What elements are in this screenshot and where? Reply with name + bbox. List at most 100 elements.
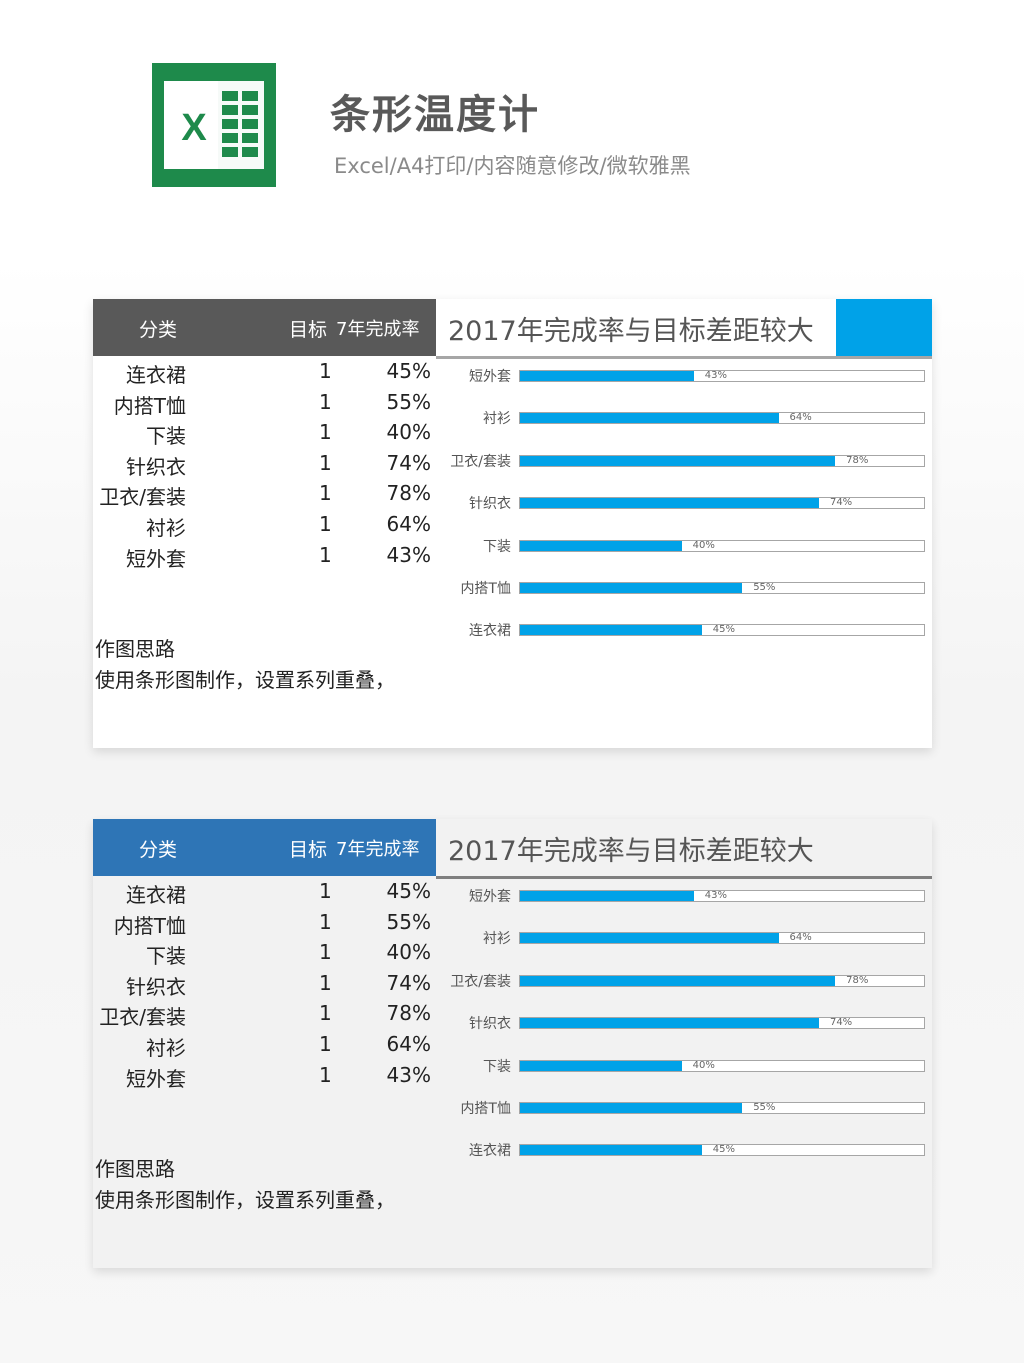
cell-target: 1	[319, 1031, 332, 1056]
bar-chart: 短外套 43% 衬衫 64% 卫衣/套装 78% 针织衣 74% 下装 40% 内搭T恤 55% 连衣裙…	[438, 885, 932, 1185]
cell-category: 下装	[146, 424, 186, 449]
bar-target-track: 78%	[519, 454, 925, 467]
cell-rate: 74%	[386, 970, 431, 995]
bar-value-fill	[520, 455, 836, 466]
table-row: 短外套 1 43%	[93, 1061, 436, 1092]
cell-target: 1	[319, 909, 332, 934]
cell-target: 1	[319, 1001, 332, 1026]
table-row: 内搭T恤 1 55%	[93, 908, 436, 939]
title-rule	[436, 876, 932, 879]
bar-category-label: 针织衣	[469, 1016, 511, 1033]
note-title: 作图思路	[95, 1157, 175, 1181]
cell-target: 1	[319, 970, 332, 995]
cell-target: 1	[319, 359, 332, 383]
bar-category-label: 卫衣/套装	[450, 973, 511, 990]
bar-row: 连衣裙 45%	[438, 619, 932, 639]
bar-target-track: 55%	[519, 582, 925, 594]
cell-category: 连衣裙	[126, 363, 186, 387]
bar-row: 下装 40%	[438, 535, 932, 555]
cell-category: 内搭T恤	[113, 913, 186, 938]
bar-value-fill	[520, 371, 694, 381]
sheet-card-blue: 分类 目标 7年完成率 2017年完成率与目标差距较大 连衣裙 1 45% 内搭T恤…	[93, 819, 932, 1268]
bar-category-label: 内搭T恤	[460, 1101, 511, 1117]
bar-category-label: 针织衣	[469, 496, 511, 513]
bar-row: 卫衣/套装 78%	[438, 450, 932, 470]
sheet-card-gray: 分类 目标 7年完成率 2017年完成率与目标差距较大 连衣裙 1 45% 内搭T恤…	[93, 299, 932, 748]
table-row: 内搭T恤 1 55%	[93, 388, 436, 419]
bar-row: 衬衫 64%	[438, 927, 932, 947]
bar-category-label: 衬衫	[483, 931, 511, 948]
cell-rate: 78%	[386, 481, 431, 506]
bar-data-label: 74%	[829, 497, 853, 509]
cell-category: 连衣裙	[126, 883, 186, 907]
bar-value-fill	[520, 1060, 682, 1071]
bar-category-label: 连衣裙	[469, 1143, 511, 1160]
bar-data-label: 55%	[753, 582, 776, 593]
chart-title: 2017年完成率与目标差距较大	[448, 316, 814, 347]
table-row: 卫衣/套装 1 78%	[93, 999, 436, 1030]
bar-target-track: 78%	[519, 974, 925, 987]
bar-data-label: 78%	[846, 974, 869, 986]
bar-data-label: 43%	[704, 370, 727, 381]
bar-value-fill	[520, 498, 819, 509]
bar-data-label: 64%	[789, 932, 812, 944]
bar-row: 短外套 43%	[438, 885, 932, 905]
bar-category-label: 下装	[483, 1058, 511, 1075]
page-title: 条形温度计	[330, 92, 540, 138]
table-row: 连衣裙 1 45%	[93, 357, 436, 388]
cell-rate: 45%	[386, 359, 431, 383]
bar-value-fill	[520, 1018, 819, 1029]
cell-category: 下装	[146, 944, 186, 969]
bar-row: 衬衫 64%	[438, 407, 932, 427]
header-rate: 7年完成率	[336, 319, 420, 340]
bar-value-fill	[520, 413, 779, 424]
cell-target: 1	[319, 450, 332, 475]
bar-target-track: 43%	[519, 370, 925, 382]
cell-rate: 74%	[386, 450, 431, 475]
note-title: 作图思路	[95, 637, 175, 661]
bar-row: 内搭T恤 55%	[438, 577, 932, 597]
cell-rate: 64%	[386, 511, 431, 536]
cell-category: 卫衣/套装	[99, 485, 186, 510]
cell-rate: 45%	[386, 879, 431, 903]
bar-row: 针织衣 74%	[438, 1012, 932, 1032]
table-header: 分类 目标 7年完成率	[93, 819, 436, 876]
bar-row: 卫衣/套装 78%	[438, 970, 932, 990]
bar-row: 针织衣 74%	[438, 492, 932, 512]
bar-target-track: 74%	[519, 497, 925, 510]
table-row: 短外套 1 43%	[93, 541, 436, 572]
bar-category-label: 内搭T恤	[460, 581, 511, 597]
bar-target-track: 40%	[519, 1059, 925, 1072]
note-body: 使用条形图制作，设置系列重叠，	[95, 1188, 395, 1212]
bar-data-label: 43%	[704, 890, 727, 901]
title-rule	[436, 356, 932, 359]
bar-value-fill	[520, 1145, 702, 1156]
table-row: 下装 1 40%	[93, 418, 436, 449]
bar-target-track: 40%	[519, 539, 925, 552]
data-table: 连衣裙 1 45% 内搭T恤 1 55% 下装 1 40% 针织衣 1 74% 卫衣/套装 1 78…	[93, 357, 436, 571]
table-row: 针织衣 1 74%	[93, 449, 436, 480]
bar-value-fill	[520, 625, 702, 636]
bar-target-track: 45%	[519, 624, 925, 637]
cell-rate: 55%	[386, 909, 431, 934]
cell-category: 衬衫	[146, 515, 186, 540]
data-table: 连衣裙 1 45% 内搭T恤 1 55% 下装 1 40% 针织衣 1 74% 卫衣/套装 1 78…	[93, 877, 436, 1091]
note-body: 使用条形图制作，设置系列重叠，	[95, 668, 395, 692]
header-target: 目标	[289, 319, 328, 341]
bar-value-fill	[520, 933, 779, 944]
cell-category: 针织衣	[126, 974, 186, 999]
cell-rate: 55%	[386, 389, 431, 414]
cell-category: 衬衫	[146, 1035, 186, 1060]
header-category: 分类	[139, 319, 178, 341]
cell-target: 1	[319, 1062, 332, 1087]
cell-target: 1	[319, 420, 332, 445]
bar-data-label: 74%	[829, 1017, 853, 1029]
bar-chart: 短外套 43% 衬衫 64% 卫衣/套装 78% 针织衣 74% 下装 40% 内搭T恤 55% 连衣裙…	[438, 365, 932, 665]
bar-value-fill	[520, 540, 682, 551]
bar-data-label: 40%	[692, 1059, 715, 1071]
table-row: 衬衫 1 64%	[93, 1030, 436, 1061]
cell-rate: 40%	[386, 420, 431, 445]
table-header: 分类 目标 7年完成率	[93, 299, 436, 356]
cell-target: 1	[319, 879, 332, 903]
cell-target: 1	[319, 389, 332, 414]
